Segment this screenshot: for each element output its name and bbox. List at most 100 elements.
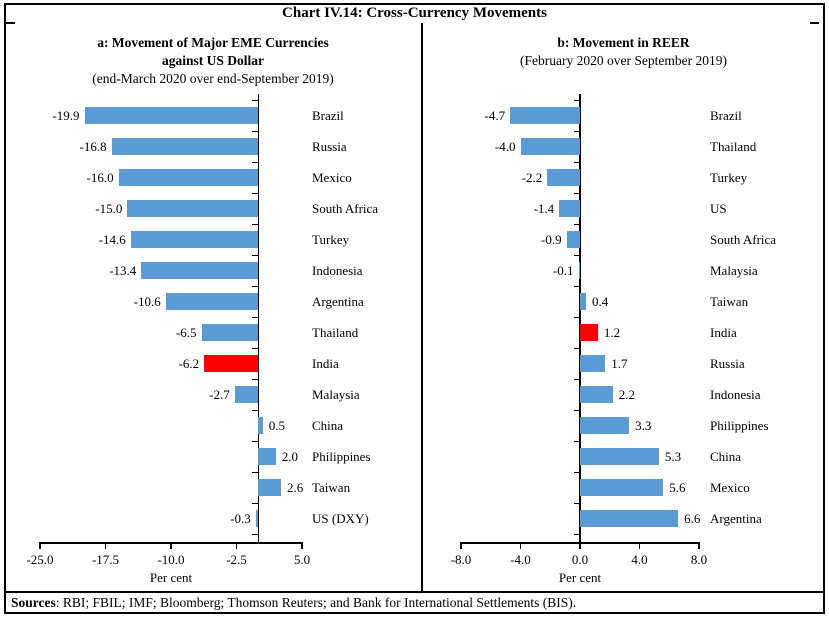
category-tick [252, 409, 260, 411]
zero-baseline [257, 94, 260, 542]
x-tick-label: 0.0 [571, 552, 589, 567]
category-label: Indonesia [710, 386, 761, 402]
value-label: -15.0 [95, 200, 123, 216]
category-label: Mexico [710, 479, 750, 495]
category-tick [252, 316, 260, 318]
category-label: India [312, 355, 339, 371]
x-tick-label: -4.0 [510, 552, 531, 567]
category-tick [574, 347, 581, 349]
value-label: -16.0 [86, 169, 114, 185]
title-separator-tick-right [810, 22, 819, 24]
category-label: US (DXY) [312, 510, 369, 526]
panel-a-plot: -19.9 Brazil -16.8 Russia -16.0 Mexico -15.0 So… [4, 22, 422, 591]
category-tick [574, 409, 581, 411]
x-axis-tick [104, 542, 107, 549]
x-axis-tick [170, 542, 172, 549]
x-axis-tick [39, 542, 41, 549]
value-label: 5.6 [669, 479, 686, 495]
category-label: Mexico [312, 169, 352, 185]
bar [580, 448, 659, 465]
category-tick [252, 192, 260, 194]
category-label: South Africa [710, 231, 777, 247]
value-label: 1.7 [611, 355, 628, 371]
x-axis-tick [460, 542, 462, 549]
bar [255, 510, 259, 527]
value-label: 2.2 [618, 386, 635, 402]
category-label: US [710, 200, 727, 216]
x-axis-tick [698, 542, 700, 549]
category-tick [252, 161, 260, 163]
category-tick [252, 347, 260, 349]
category-tick [252, 533, 260, 535]
category-tick [252, 254, 260, 256]
category-tick [574, 440, 581, 442]
x-tick-label: -25.0 [26, 552, 54, 567]
x-axis-title: Per cent [558, 570, 602, 585]
category-label: Thailand [312, 324, 359, 340]
panel-b-title: b: Movement in REER (February 2020 over S… [422, 34, 825, 70]
value-label: -4.0 [494, 138, 516, 154]
bar [201, 324, 259, 341]
category-tick [574, 192, 581, 194]
value-label: -19.9 [52, 107, 80, 123]
bar [111, 138, 259, 155]
bar [141, 262, 259, 279]
category-label: South Africa [312, 200, 379, 216]
bar [580, 355, 606, 372]
bar [118, 169, 259, 186]
figure-border [4, 3, 825, 614]
value-label: 1.2 [603, 324, 621, 340]
category-label: Taiwan [710, 293, 749, 309]
category-tick [574, 130, 581, 132]
bar [580, 293, 586, 310]
value-label: -0.9 [541, 231, 562, 247]
title-separator-tick-left [6, 22, 15, 24]
x-tick-label: 8.0 [690, 552, 708, 567]
category-label: Malaysia [312, 386, 360, 402]
panel-subtitle: (February 2020 over September 2019) [520, 53, 727, 68]
sources-label: Sources [11, 595, 56, 610]
bar [580, 510, 679, 527]
bar [520, 138, 580, 155]
category-label: Taiwan [312, 479, 351, 495]
category-label: Turkey [710, 169, 748, 185]
bar [578, 262, 580, 279]
x-axis-tick [579, 542, 581, 549]
value-label: 0.4 [591, 293, 609, 309]
value-label: -13.4 [109, 262, 137, 278]
bar [258, 479, 282, 496]
panel-subtitle: (end-March 2020 over end-September 2019) [92, 71, 334, 86]
category-tick [574, 161, 581, 163]
value-label: -14.6 [98, 231, 126, 247]
category-label: Philippines [710, 417, 769, 433]
bar [580, 386, 613, 403]
bar [127, 200, 259, 217]
category-tick [574, 223, 581, 225]
value-label: -0.3 [230, 510, 251, 526]
value-label: 0.5 [268, 417, 285, 433]
bar [510, 107, 580, 124]
sources-separator-line [4, 591, 825, 593]
panel-b: b: Movement in REER (February 2020 over S… [422, 22, 825, 591]
category-tick [252, 440, 260, 442]
category-tick [574, 99, 581, 101]
bar [204, 355, 259, 372]
sources-note: Sources: RBI; FBIL; IMF; Bloomberg; Thom… [11, 595, 821, 611]
category-tick [574, 533, 581, 535]
figure-title: Chart IV.14: Cross-Currency Movements [282, 5, 547, 21]
value-label: -0.1 [552, 262, 574, 278]
value-label: 6.6 [684, 510, 701, 526]
category-tick [252, 378, 260, 380]
category-label: Brazil [710, 107, 742, 123]
category-tick [252, 285, 260, 287]
category-tick [252, 223, 260, 225]
category-tick [574, 285, 581, 287]
value-label: -16.8 [79, 138, 107, 154]
category-label: India [710, 324, 737, 340]
x-axis-tick [638, 542, 641, 549]
panel-title-line: b: Movement in REER [557, 35, 690, 50]
panel-title-line: a: Movement of Major EME Currencies [97, 35, 329, 50]
bar [566, 231, 580, 248]
category-tick [574, 471, 581, 473]
category-label: China [312, 417, 344, 433]
